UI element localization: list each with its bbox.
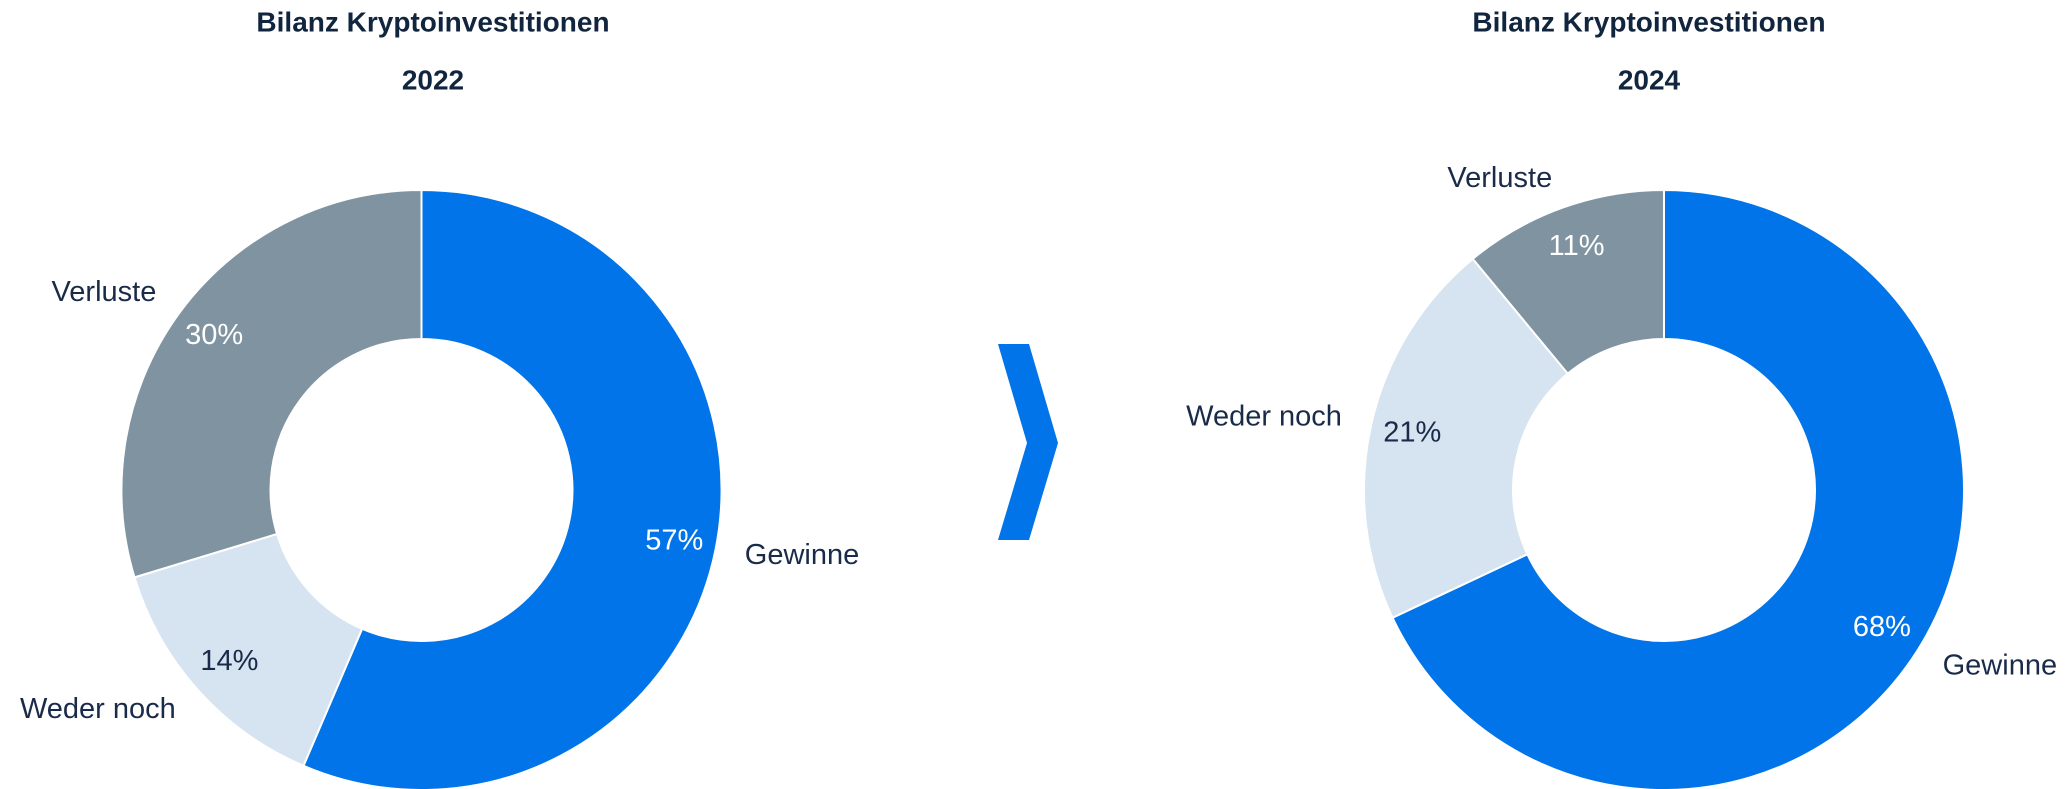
donut-segment — [1363, 257, 1570, 620]
donut-segment — [120, 188, 423, 579]
chart-subtitle: 2022 — [402, 64, 464, 95]
chart-subtitle: 2024 — [1618, 64, 1681, 95]
value-label: 21% — [1383, 416, 1441, 448]
category-label: Gewinne — [745, 539, 859, 571]
donut-segment — [302, 188, 723, 789]
category-label: Weder noch — [20, 693, 176, 725]
category-label: Verluste — [1447, 162, 1552, 194]
value-label: 30% — [185, 319, 243, 351]
chart-title: Bilanz Kryptoinvestitionen — [256, 6, 609, 37]
value-label: 11% — [1549, 230, 1605, 262]
value-label: 14% — [200, 645, 258, 677]
value-label: 57% — [645, 524, 703, 556]
chevron — [998, 344, 1058, 540]
value-label: 68% — [1853, 611, 1911, 643]
category-label: Verluste — [52, 276, 157, 308]
donut-segment — [1391, 188, 1965, 789]
donut-segment — [1471, 188, 1665, 376]
category-label: Weder noch — [1186, 401, 1342, 433]
category-label: Gewinne — [1943, 649, 2057, 681]
donut-segment — [133, 532, 364, 768]
chart-title: Bilanz Kryptoinvestitionen — [1472, 6, 1825, 37]
